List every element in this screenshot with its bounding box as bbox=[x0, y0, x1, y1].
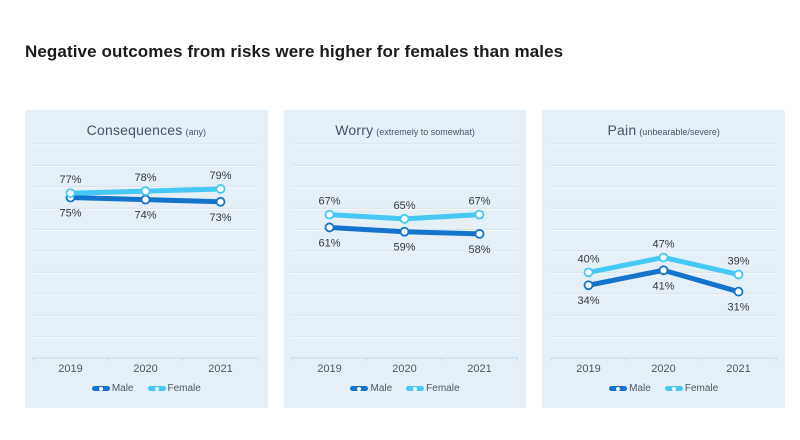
legend-label-male: Male bbox=[370, 383, 393, 394]
chart-panel-pain: Pain (unbearable/severe) 34% 41% 31% 40% 47% 3… bbox=[542, 110, 786, 408]
svg-text:2019: 2019 bbox=[317, 363, 341, 375]
line-chart-consequences: 75% 74% 73% 77% 78% 79% 2019 2020 2021 bbox=[32, 143, 260, 375]
svg-text:2019: 2019 bbox=[59, 363, 83, 375]
svg-text:61%: 61% bbox=[318, 237, 340, 249]
svg-text:2021: 2021 bbox=[467, 363, 491, 375]
legend-item-male: Male bbox=[350, 383, 392, 394]
svg-text:2021: 2021 bbox=[726, 363, 750, 375]
female-series-swatch-icon bbox=[147, 386, 166, 391]
female-series-swatch-icon bbox=[406, 386, 425, 391]
svg-text:75%: 75% bbox=[60, 208, 82, 220]
svg-text:34%: 34% bbox=[577, 295, 599, 307]
legend: Male Female bbox=[91, 383, 201, 394]
panel-title-text: Consequences bbox=[86, 122, 183, 138]
svg-text:67%: 67% bbox=[318, 196, 340, 208]
svg-text:67%: 67% bbox=[468, 196, 490, 208]
legend-label-female: Female bbox=[426, 383, 460, 394]
chart-panel-worry: Worry (extremely to somewhat) 61% 59% 58% 67… bbox=[283, 110, 527, 408]
panel-subtitle-text: (extremely to somewhat) bbox=[376, 127, 475, 137]
panel-subtitle-text: (unbearable/severe) bbox=[639, 127, 720, 137]
svg-text:39%: 39% bbox=[727, 256, 749, 268]
line-chart-worry: 61% 59% 58% 67% 65% 67% 2019 2020 2021 bbox=[291, 143, 518, 375]
legend-item-female: Female bbox=[664, 383, 719, 394]
panel-title-text: Worry bbox=[335, 122, 374, 138]
svg-text:59%: 59% bbox=[393, 242, 415, 254]
chart-panels-row: Consequences (any) 75% 74% 73% 77% 78% 79% 2019… bbox=[25, 110, 786, 408]
panel-title: Consequences (any) bbox=[87, 120, 206, 140]
svg-text:2019: 2019 bbox=[576, 363, 600, 375]
page-title: Negative outcomes from risks were higher… bbox=[25, 42, 564, 61]
male-series-swatch-icon bbox=[91, 386, 110, 391]
legend-label-male: Male bbox=[629, 383, 651, 394]
panel-title: Pain (unbearable/severe) bbox=[607, 120, 719, 140]
svg-text:58%: 58% bbox=[468, 244, 490, 256]
female-series-swatch-icon bbox=[664, 386, 683, 391]
svg-text:73%: 73% bbox=[210, 212, 232, 224]
svg-text:2021: 2021 bbox=[209, 363, 233, 375]
svg-text:31%: 31% bbox=[727, 302, 749, 314]
legend-item-female: Female bbox=[406, 383, 460, 394]
legend-item-male: Male bbox=[609, 383, 651, 394]
svg-text:77%: 77% bbox=[60, 174, 82, 186]
legend: Male Female bbox=[350, 383, 460, 394]
line-chart-pain: 34% 41% 31% 40% 47% 39% 2019 2020 2021 bbox=[549, 143, 777, 375]
panel-title: Worry (extremely to somewhat) bbox=[335, 120, 475, 140]
panel-title-text: Pain bbox=[607, 122, 637, 138]
legend: Male Female bbox=[609, 383, 718, 394]
svg-text:2020: 2020 bbox=[392, 363, 416, 375]
legend-item-male: Male bbox=[91, 383, 134, 394]
svg-text:78%: 78% bbox=[135, 172, 157, 184]
svg-text:2020: 2020 bbox=[134, 363, 158, 375]
svg-text:65%: 65% bbox=[393, 200, 415, 212]
svg-text:47%: 47% bbox=[652, 238, 674, 250]
chart-panel-consequences: Consequences (any) 75% 74% 73% 77% 78% 79% 2019… bbox=[25, 110, 268, 408]
panel-subtitle-text: (any) bbox=[185, 127, 206, 137]
legend-item-female: Female bbox=[147, 383, 201, 394]
male-series-swatch-icon bbox=[350, 386, 369, 391]
svg-text:74%: 74% bbox=[135, 210, 157, 222]
svg-text:2020: 2020 bbox=[651, 363, 675, 375]
legend-label-female: Female bbox=[684, 383, 719, 394]
male-series-swatch-icon bbox=[609, 386, 628, 391]
svg-text:79%: 79% bbox=[210, 170, 232, 182]
svg-text:40%: 40% bbox=[577, 253, 599, 265]
svg-text:41%: 41% bbox=[652, 280, 674, 292]
legend-label-male: Male bbox=[111, 383, 134, 394]
legend-label-female: Female bbox=[167, 383, 201, 394]
